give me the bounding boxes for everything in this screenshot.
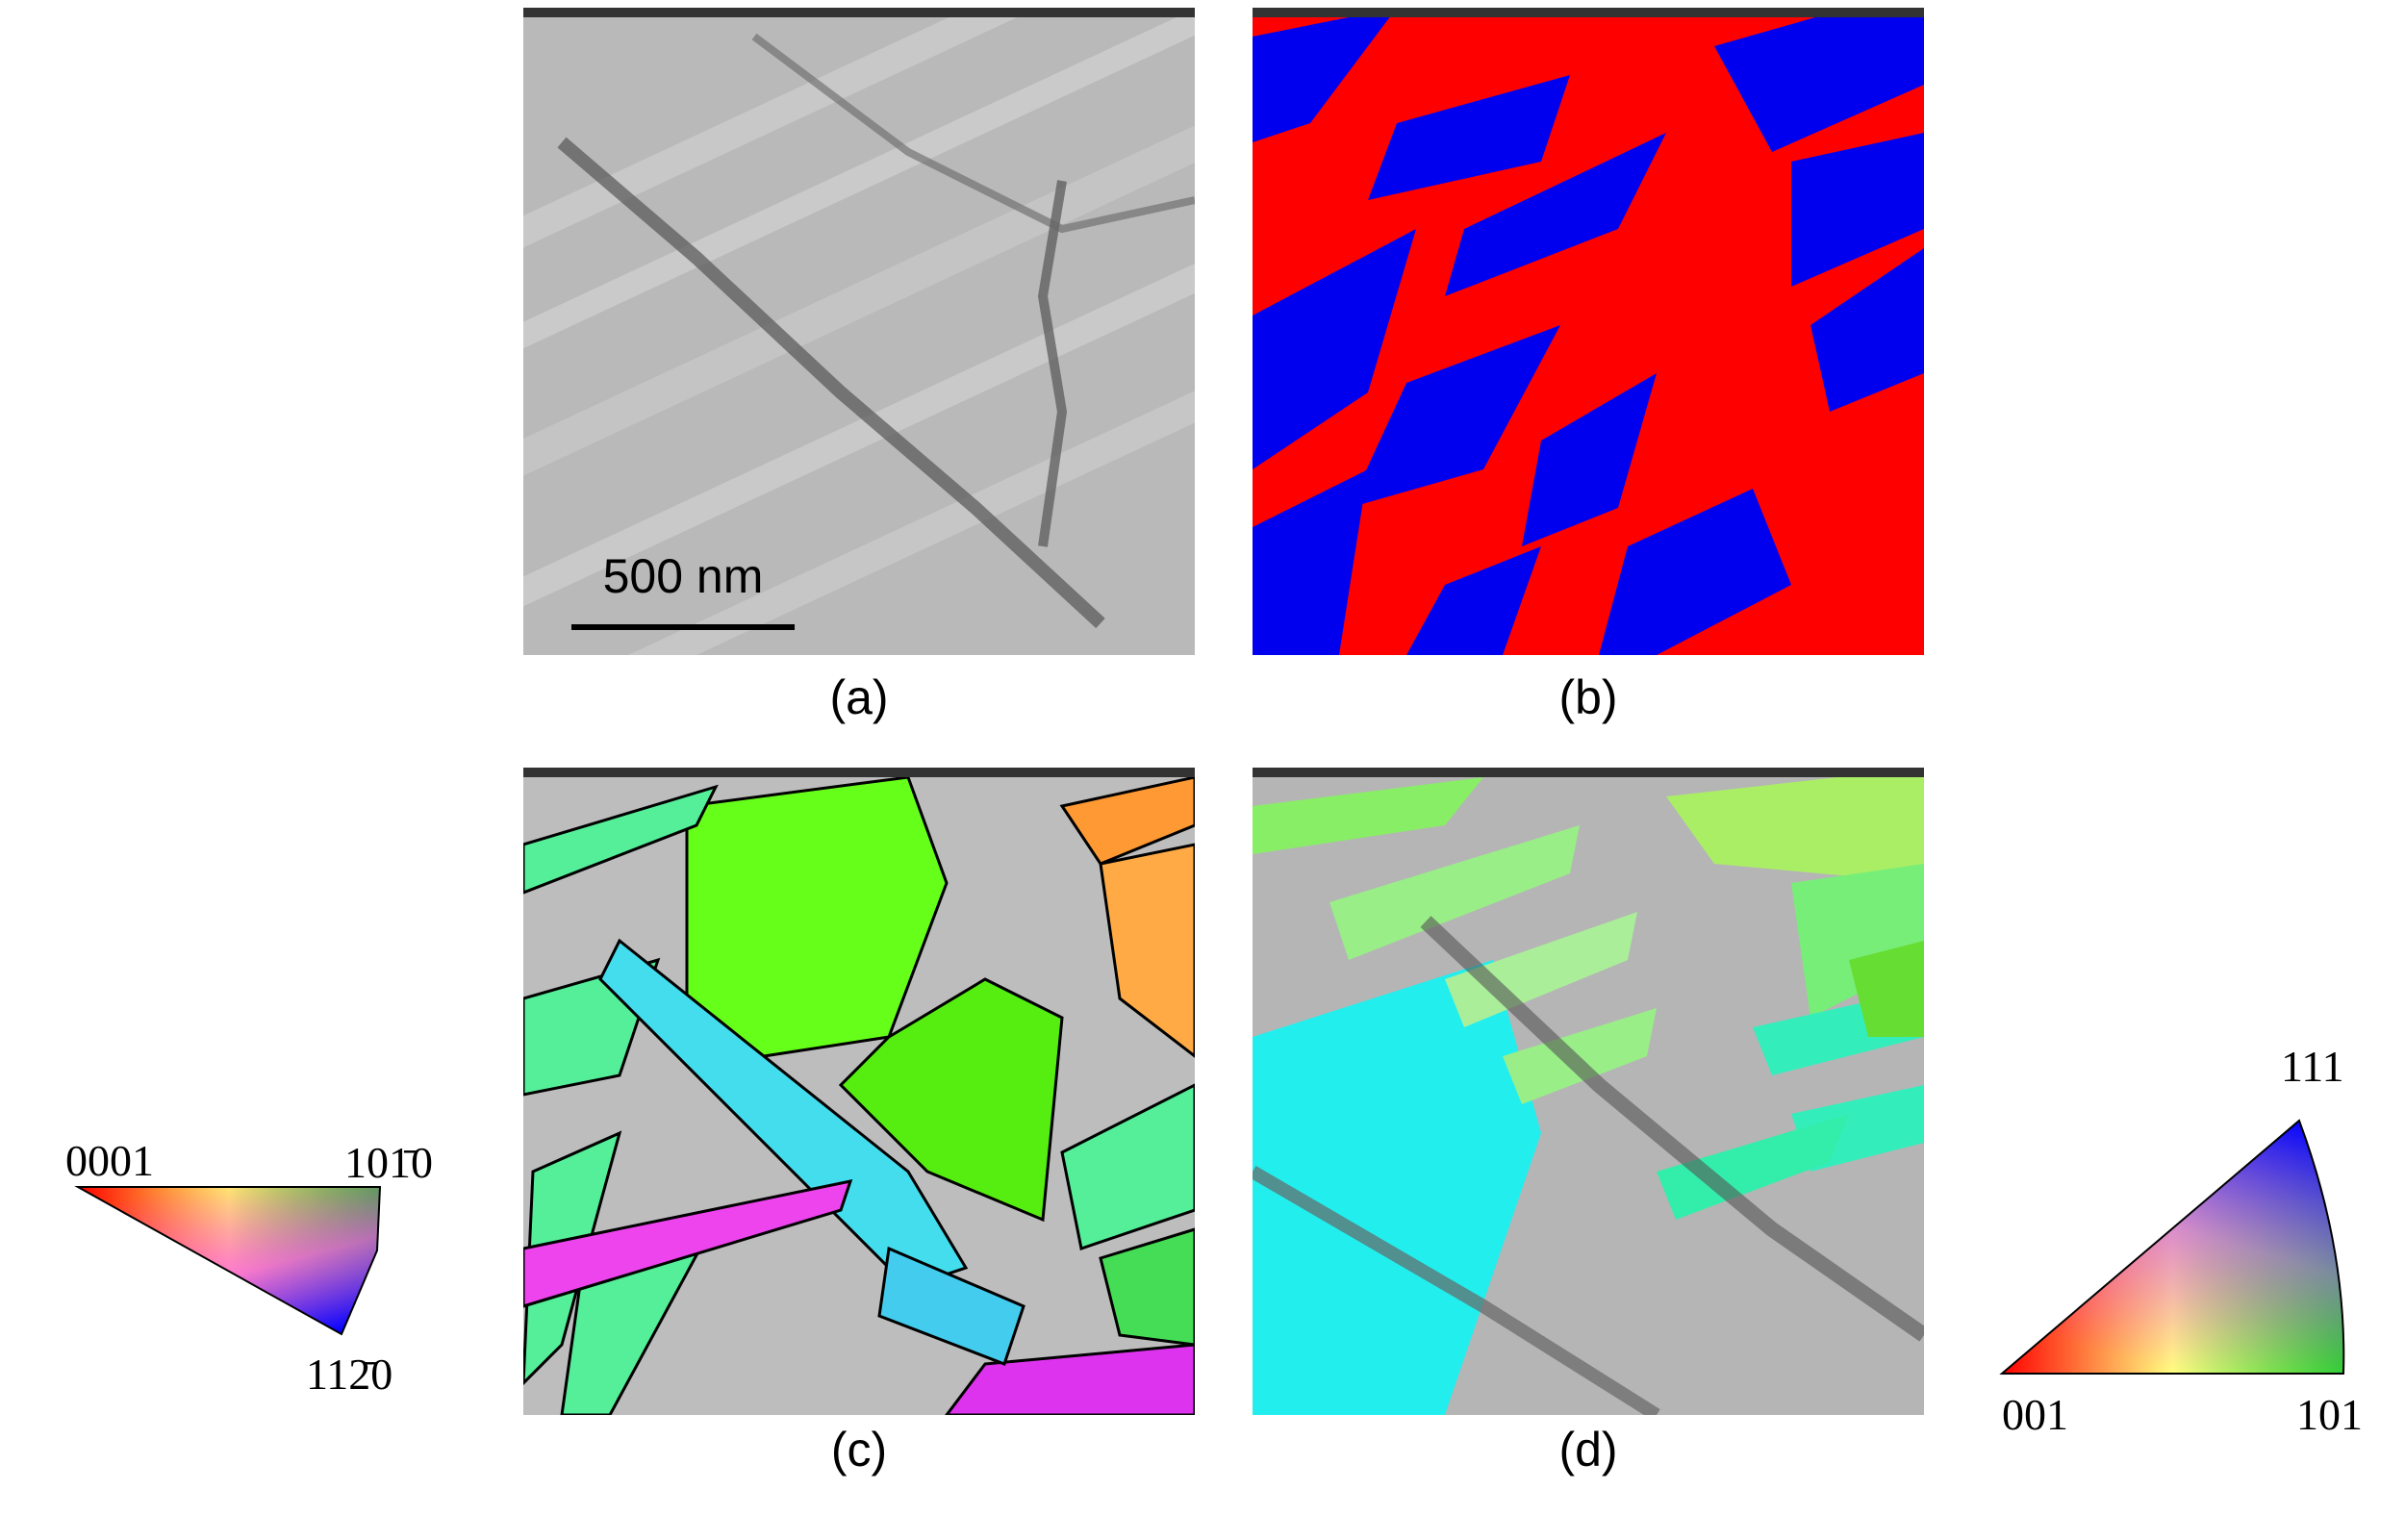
panel-b [1253, 8, 1924, 655]
panel-c [523, 768, 1195, 1415]
ipf-label: 001 [2002, 1390, 2068, 1439]
ipf-label: 101̄0 [344, 1138, 433, 1187]
ipf-key-hexagonal: 0001 101̄0 112̄0 [65, 1136, 433, 1399]
ipf-label: 112̄0 [306, 1350, 392, 1399]
ipf-label: 0001 [65, 1136, 154, 1185]
panel-label: (b) [1558, 670, 1617, 724]
panel-label: (a) [829, 670, 888, 724]
panel-label: (d) [1558, 1423, 1617, 1477]
ipf-key-cubic: 111 001 101 [1999, 1042, 2363, 1439]
panel-d [1253, 768, 1924, 1415]
ipf-label: 101 [2296, 1390, 2363, 1439]
ipf-label: 111 [2281, 1042, 2344, 1091]
panel-label: (c) [831, 1423, 887, 1477]
scale-bar-label: 500 nm [603, 549, 764, 603]
panel-a: 500 nm [523, 8, 1195, 655]
